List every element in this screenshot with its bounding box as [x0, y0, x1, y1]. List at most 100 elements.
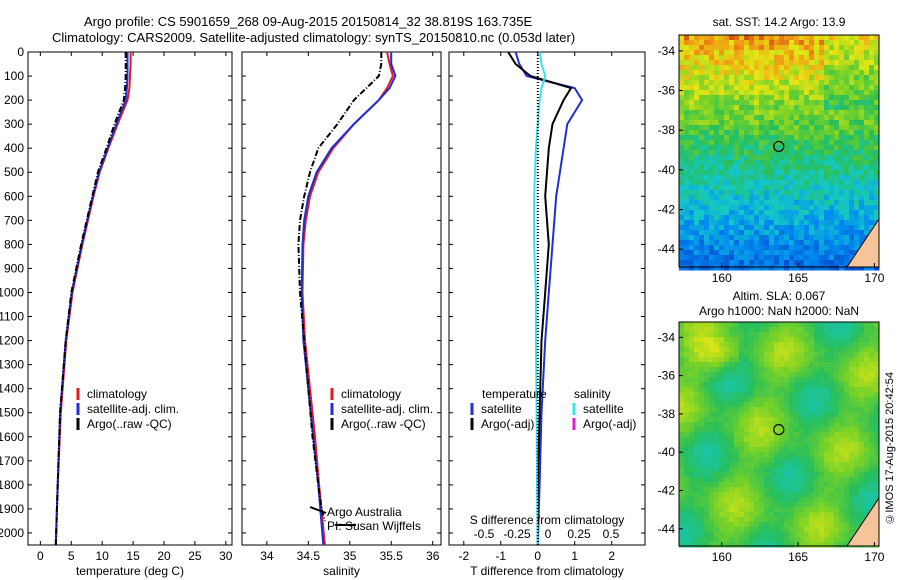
- series-line-temperature-2: [54, 52, 127, 546]
- legend-label-difference-0: satellite: [481, 402, 522, 416]
- map-y-tick-label: -44: [658, 242, 676, 256]
- x-tick-label-temperature: 5: [68, 549, 75, 563]
- legend-header-temperature: temperature: [482, 387, 547, 401]
- y-tick-label: 0: [17, 45, 24, 59]
- y-tick-label: 1300: [0, 358, 24, 372]
- series-line-difference-2: [533, 51, 547, 546]
- map-y-tick-label: -34: [658, 330, 676, 344]
- map-title-sla-line1: Altim. SLA: 0.067: [733, 289, 826, 303]
- y-tick-label: 2000: [0, 526, 24, 540]
- map-title-sla-line2: Argo h1000: NaN h2000: NaN: [699, 304, 859, 318]
- y-tick-label: 1100: [0, 310, 24, 324]
- y-tick-label: 100: [4, 69, 24, 83]
- annotation-line1: Argo Australia: [327, 505, 402, 519]
- x-tick-label-temperature: 15: [126, 549, 140, 563]
- map-y-tick-label: -38: [658, 123, 676, 137]
- x-tick-label-top-difference: 0.5: [603, 527, 620, 541]
- legend-label-temperature-2: Argo(..raw -QC): [87, 417, 172, 431]
- x-tick-label-temperature: 30: [219, 549, 233, 563]
- x-tick-label-difference: -2: [458, 549, 469, 563]
- map-y-tick-label: -38: [658, 407, 676, 421]
- map-x-tick-label: 170: [864, 271, 884, 285]
- y-tick-label: 500: [4, 165, 24, 179]
- x-tick-label-temperature: 0: [37, 549, 44, 563]
- y-tick-label: 1800: [0, 478, 24, 492]
- annotation-leader: [309, 506, 327, 514]
- map-x-tick-label: 160: [712, 550, 732, 564]
- y-tick-label: 600: [4, 189, 24, 203]
- map-frame: [678, 321, 880, 547]
- series-line-salinity-2: [297, 52, 383, 522]
- y-tick-label: 1500: [0, 406, 24, 420]
- y-tick-label: 900: [4, 261, 24, 275]
- y-tick-label: 800: [4, 237, 24, 251]
- map-y-tick-label: -42: [658, 483, 676, 497]
- x-tick-label-salinity: 35.5: [380, 549, 404, 563]
- x-tick-label-salinity: 36: [426, 549, 440, 563]
- y-tick-label: 1900: [0, 502, 24, 516]
- map-y-tick-label: -44: [658, 522, 676, 536]
- x-tick-label-top-difference: -0.25: [503, 527, 531, 541]
- x-axis-label-difference: T difference from climatology: [470, 564, 624, 578]
- map-frame: [678, 34, 880, 268]
- y-tick-label: 200: [4, 93, 24, 107]
- x-tick-label-salinity: 35: [343, 549, 357, 563]
- map-sla_map: [678, 321, 880, 548]
- x-tick-label-temperature: 25: [188, 549, 202, 563]
- plot-frame-salinity: [241, 51, 442, 546]
- y-tick-label: 1200: [0, 334, 24, 348]
- series-line-salinity-0: [301, 51, 394, 546]
- map-y-tick-label: -36: [658, 369, 676, 383]
- plot-frame-temperature: [27, 51, 233, 546]
- x-tick-label-difference: 0: [534, 549, 541, 563]
- y-tick-label: 1400: [0, 382, 24, 396]
- argo-position-marker: [773, 140, 785, 153]
- x-axis-label-temperature: temperature (deg C): [76, 564, 184, 578]
- x-tick-label-salinity: 34.5: [297, 549, 321, 563]
- y-tick-label: 1000: [0, 285, 24, 299]
- x-tick-label-top-difference: 0.25: [567, 527, 591, 541]
- y-tick-label: 400: [4, 141, 24, 155]
- map-y-tick-label: -40: [658, 163, 676, 177]
- map-x-tick-label: 165: [788, 271, 808, 285]
- map-x-tick-label: 170: [864, 550, 884, 564]
- legend-label-salinity-1: satellite-adj. clim.: [341, 402, 433, 416]
- x-tick-label-difference: 1: [571, 549, 578, 563]
- argo-position-marker: [773, 423, 785, 436]
- map-x-tick-label: 165: [788, 550, 808, 564]
- x-tick-label-top-difference: -0.5: [474, 527, 495, 541]
- legend-label-temperature-0: climatology: [87, 387, 147, 401]
- legend-header-salinity: salinity: [574, 387, 611, 401]
- x-tick-label-salinity: 34: [260, 549, 274, 563]
- plot-frame-difference: [448, 51, 646, 546]
- series-line-difference-1: [507, 51, 573, 545]
- legend-label-salinity-2: Argo(..raw -QC): [341, 417, 426, 431]
- x-tick-label-difference: -1: [495, 549, 506, 563]
- x-tick-label-difference: 2: [608, 549, 615, 563]
- map-y-tick-label: -42: [658, 202, 676, 216]
- annotation-line2: PI: Susan Wijffels: [327, 519, 421, 533]
- map-sst_map: [678, 34, 880, 271]
- y-tick-label: 1700: [0, 454, 24, 468]
- legend-label-difference-2: satellite: [583, 402, 624, 416]
- map-y-tick-label: -36: [658, 84, 676, 98]
- x-axis-label-salinity: salinity: [323, 564, 360, 578]
- map-y-tick-label: -40: [658, 445, 676, 459]
- chart-title-line2: Climatology: CARS2009. Satellite-adjuste…: [52, 30, 576, 45]
- chart-title-line1: Argo profile: CS 5901659_268 09-Aug-2015…: [84, 14, 533, 29]
- legend-label-temperature-1: satellite-adj. clim.: [87, 402, 179, 416]
- x-axis-label-top-difference: S difference from climatology: [470, 513, 625, 527]
- legend-label-difference-1: Argo(-adj): [481, 417, 534, 431]
- y-tick-label: 1600: [0, 430, 24, 444]
- x-tick-label-temperature: 10: [96, 549, 110, 563]
- y-tick-label: 300: [4, 117, 24, 131]
- map-y-tick-label: -34: [658, 44, 676, 58]
- map-title-sst: sat. SST: 14.2 Argo: 13.9: [713, 15, 846, 29]
- x-tick-label-temperature: 20: [157, 549, 171, 563]
- legend-label-difference-3: Argo(-adj): [583, 417, 636, 431]
- y-tick-label: 700: [4, 213, 24, 227]
- map-x-tick-label: 160: [712, 271, 732, 285]
- x-tick-label-top-difference: 0: [545, 527, 552, 541]
- legend-label-salinity-0: climatology: [341, 387, 401, 401]
